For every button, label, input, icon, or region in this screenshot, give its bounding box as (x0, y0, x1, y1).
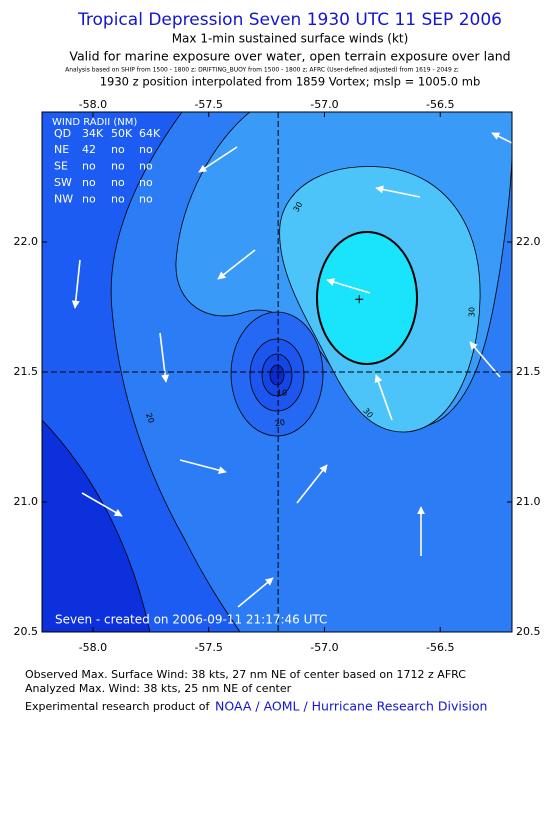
stamp: Seven - created on 2006-09-11 21:17:46 U… (55, 613, 327, 627)
y-tick-label: 21.5 (516, 365, 541, 378)
y-tick-label: 21.5 (14, 365, 39, 378)
wind-vectors (71, 132, 512, 608)
wind-vector (491, 132, 512, 144)
radii-cell: no (82, 193, 96, 206)
position-line: 1930 z position interpolated from 1859 V… (100, 75, 481, 89)
radii-cell: no (111, 143, 125, 156)
radii-header: QD (54, 127, 71, 140)
wind-vector (469, 341, 501, 378)
wind-vector (71, 259, 81, 309)
radii-header: 50K (111, 127, 133, 140)
y-tick-label: 21.0 (14, 495, 39, 508)
radii-cell: NW (54, 193, 73, 206)
contour-label: 30 (292, 200, 305, 213)
contour-label: 20 (274, 418, 286, 429)
radii-cell: no (139, 143, 153, 156)
radii-cell: SW (54, 176, 72, 189)
footer-credit: Experimental research product of (25, 700, 210, 713)
contour-label: 10 (277, 389, 287, 398)
x-tick-label: -57.0 (310, 641, 338, 654)
radii-cell: no (82, 176, 96, 189)
wind-vector (237, 577, 274, 608)
footer-link[interactable]: NOAA / AOML / Hurricane Research Divisio… (215, 699, 487, 714)
radii-cell: no (139, 176, 153, 189)
radii-header: 34K (82, 127, 104, 140)
x-tick-label: -58.0 (79, 98, 107, 111)
x-tick-label: -57.5 (194, 641, 222, 654)
radii-cell: no (139, 160, 153, 173)
contour-label: 30 (468, 307, 477, 317)
radii-cell: no (139, 193, 153, 206)
wind-vector (375, 185, 421, 198)
footer-observed: Observed Max. Surface Wind: 38 kts, 27 n… (25, 668, 466, 681)
radii-header: 64K (139, 127, 161, 140)
wind-vector (326, 278, 371, 294)
y-tick-label: 22.0 (14, 235, 39, 248)
wind-vector (198, 146, 238, 173)
contour (269, 364, 285, 386)
title: Tropical Depression Seven 1930 UTC 11 SE… (77, 10, 502, 30)
max-contour (316, 231, 418, 365)
analysis-line: Analysis based on SHIP from 1500 - 1800 … (65, 67, 459, 74)
wind-vector (179, 459, 227, 475)
radii-cell: no (111, 160, 125, 173)
valid-line: Valid for marine exposure over water, op… (69, 49, 510, 64)
subtitle: Max 1-min sustained surface winds (kt) (172, 32, 409, 46)
y-tick-label: 21.0 (516, 495, 541, 508)
wind-vector (217, 249, 256, 280)
wind-vector (374, 374, 393, 421)
x-tick-label: -57.5 (194, 98, 222, 111)
max-wind-marker (355, 295, 364, 304)
wind-vector (81, 492, 123, 517)
x-tick-label: -58.0 (79, 641, 107, 654)
y-tick-label: 20.5 (516, 625, 541, 638)
radii-title: WIND RADII (NM) (52, 117, 137, 128)
radii-cell: no (111, 176, 125, 189)
wind-vector (159, 332, 170, 383)
radii-cell: NE (54, 143, 69, 156)
y-tick-label: 22.0 (516, 235, 541, 248)
x-tick-label: -56.5 (426, 98, 454, 111)
radii-cell: no (111, 193, 125, 206)
wind-vector (296, 464, 328, 504)
x-tick-label: -57.0 (310, 98, 338, 111)
radii-cell: 42 (82, 143, 96, 156)
wind-field (42, 112, 512, 632)
x-tick-label: -56.5 (426, 641, 454, 654)
footer-analyzed: Analyzed Max. Wind: 38 kts, 25 nm NE of … (25, 682, 292, 695)
radii-cell: no (82, 160, 96, 173)
contour (42, 419, 151, 632)
radii-cell: SE (54, 160, 68, 173)
contour-label: 20 (144, 412, 156, 425)
y-tick-label: 20.5 (14, 625, 39, 638)
